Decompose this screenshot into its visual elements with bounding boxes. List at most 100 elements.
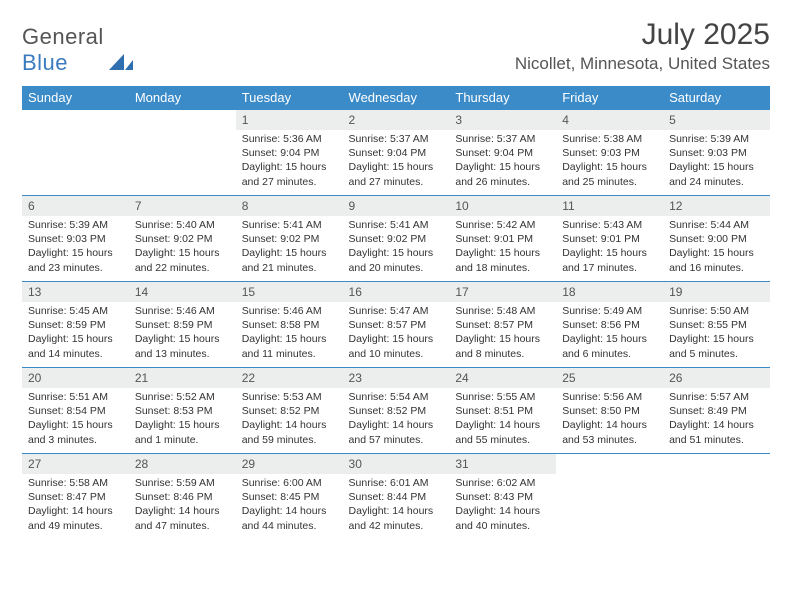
- calendar-cell: 30Sunrise: 6:01 AMSunset: 8:44 PMDayligh…: [343, 454, 450, 540]
- calendar-cell: 3Sunrise: 5:37 AMSunset: 9:04 PMDaylight…: [449, 110, 556, 196]
- day-number: 22: [236, 368, 343, 388]
- day-header: Tuesday: [236, 86, 343, 110]
- calendar-cell: [129, 110, 236, 196]
- day-details: Sunrise: 5:46 AMSunset: 8:58 PMDaylight:…: [236, 302, 343, 365]
- day-number: 2: [343, 110, 450, 130]
- day-number: 4: [556, 110, 663, 130]
- day-details: Sunrise: 5:52 AMSunset: 8:53 PMDaylight:…: [129, 388, 236, 451]
- calendar-cell: [663, 454, 770, 540]
- sunset-text: Sunset: 8:43 PM: [455, 491, 533, 503]
- logo-sail-icon: [109, 54, 133, 70]
- calendar-cell: 2Sunrise: 5:37 AMSunset: 9:04 PMDaylight…: [343, 110, 450, 196]
- day-details: Sunrise: 5:50 AMSunset: 8:55 PMDaylight:…: [663, 302, 770, 365]
- day-number: 14: [129, 282, 236, 302]
- daylight-text: Daylight: 14 hours and 55 minutes.: [455, 419, 540, 445]
- day-number: 23: [343, 368, 450, 388]
- day-details: Sunrise: 5:53 AMSunset: 8:52 PMDaylight:…: [236, 388, 343, 451]
- sunset-text: Sunset: 8:50 PM: [562, 405, 640, 417]
- calendar-week-row: 6Sunrise: 5:39 AMSunset: 9:03 PMDaylight…: [22, 196, 770, 282]
- calendar-cell: 6Sunrise: 5:39 AMSunset: 9:03 PMDaylight…: [22, 196, 129, 282]
- daylight-text: Daylight: 14 hours and 40 minutes.: [455, 505, 540, 531]
- sunset-text: Sunset: 9:03 PM: [28, 233, 106, 245]
- daylight-text: Daylight: 15 hours and 8 minutes.: [455, 333, 540, 359]
- calendar-cell: 7Sunrise: 5:40 AMSunset: 9:02 PMDaylight…: [129, 196, 236, 282]
- calendar-cell: 16Sunrise: 5:47 AMSunset: 8:57 PMDayligh…: [343, 282, 450, 368]
- sunset-text: Sunset: 8:49 PM: [669, 405, 747, 417]
- day-details: Sunrise: 5:56 AMSunset: 8:50 PMDaylight:…: [556, 388, 663, 451]
- day-number: 12: [663, 196, 770, 216]
- day-details: Sunrise: 5:57 AM Sunset: 8:49 PM Daylight:…: [663, 388, 770, 451]
- calendar-head: SundayMondayTuesdayWednesdayThursdayFrid…: [22, 86, 770, 110]
- month-title: July 2025: [515, 18, 770, 52]
- day-header: Thursday: [449, 86, 556, 110]
- sunset-text: Sunset: 9:01 PM: [562, 233, 640, 245]
- day-number: 5: [663, 110, 770, 130]
- day-details: Sunrise: 5:45 AMSunset: 8:59 PMDaylight:…: [22, 302, 129, 365]
- sunset-text: Sunset: 9:04 PM: [242, 147, 320, 159]
- sunrise-text: Sunrise: 5:50 AM: [669, 305, 749, 317]
- daylight-text: Daylight: 14 hours and 51 minutes.: [669, 419, 754, 445]
- sunset-text: Sunset: 8:55 PM: [669, 319, 747, 331]
- calendar-cell: 14Sunrise: 5:46 AMSunset: 8:59 PMDayligh…: [129, 282, 236, 368]
- sunrise-text: Sunrise: 5:53 AM: [242, 391, 322, 403]
- sunrise-text: Sunrise: 5:40 AM: [135, 219, 215, 231]
- sunrise-text: Sunrise: 5:46 AM: [135, 305, 215, 317]
- sunrise-text: Sunrise: 5:59 AM: [135, 477, 215, 489]
- day-number: [22, 110, 129, 130]
- day-number: [556, 454, 663, 474]
- sunrise-text: Sunrise: 6:02 AM: [455, 477, 535, 489]
- calendar-cell: 20Sunrise: 5:51 AMSunset: 8:54 PMDayligh…: [22, 368, 129, 454]
- sunset-text: Sunset: 9:02 PM: [242, 233, 320, 245]
- header: General Blue July 2025 Nicollet, Minneso…: [22, 18, 770, 76]
- day-details: Sunrise: 5:37 AMSunset: 9:04 PMDaylight:…: [449, 130, 556, 193]
- day-number: 13: [22, 282, 129, 302]
- day-number: 10: [449, 196, 556, 216]
- day-header: Wednesday: [343, 86, 450, 110]
- day-number: 3: [449, 110, 556, 130]
- sunrise-text: Sunrise: 5:47 AM: [349, 305, 429, 317]
- calendar-cell: 27Sunrise: 5:58 AMSunset: 8:47 PMDayligh…: [22, 454, 129, 540]
- day-details: Sunrise: 5:47 AMSunset: 8:57 PMDaylight:…: [343, 302, 450, 365]
- day-number: 18: [556, 282, 663, 302]
- sunset-text: Sunset: 9:02 PM: [349, 233, 427, 245]
- day-number: [129, 110, 236, 130]
- daylight-text: Daylight: 15 hours and 27 minutes.: [349, 161, 434, 187]
- day-details: Sunrise: 5:41 AMSunset: 9:02 PMDaylight:…: [343, 216, 450, 279]
- daylight-text: Daylight: 15 hours and 11 minutes.: [242, 333, 327, 359]
- day-details: Sunrise: 5:43 AMSunset: 9:01 PMDaylight:…: [556, 216, 663, 279]
- day-number: 11: [556, 196, 663, 216]
- sunrise-text: Sunrise: 5:58 AM: [28, 477, 108, 489]
- daylight-text: Daylight: 14 hours and 53 minutes.: [562, 419, 647, 445]
- sunrise-text: Sunrise: 5:51 AM: [28, 391, 108, 403]
- daylight-text: Daylight: 14 hours and 42 minutes.: [349, 505, 434, 531]
- sunrise-text: Sunrise: 6:01 AM: [349, 477, 429, 489]
- calendar-cell: 11Sunrise: 5:43 AMSunset: 9:01 PMDayligh…: [556, 196, 663, 282]
- daylight-text: Daylight: 15 hours and 17 minutes.: [562, 247, 647, 273]
- sunset-text: Sunset: 8:59 PM: [28, 319, 106, 331]
- calendar-cell: 1Sunrise: 5:36 AMSunset: 9:04 PMDaylight…: [236, 110, 343, 196]
- day-number: 29: [236, 454, 343, 474]
- day-number: 19: [663, 282, 770, 302]
- day-number: 1: [236, 110, 343, 130]
- sunset-text: Sunset: 8:52 PM: [242, 405, 320, 417]
- sunset-text: Sunset: 8:47 PM: [28, 491, 106, 503]
- day-details: Sunrise: 5:55 AMSunset: 8:51 PMDaylight:…: [449, 388, 556, 451]
- sunrise-text: Sunrise: 5:44 AM: [669, 219, 749, 231]
- daylight-text: Daylight: 15 hours and 26 minutes.: [455, 161, 540, 187]
- calendar-week-row: 13Sunrise: 5:45 AMSunset: 8:59 PMDayligh…: [22, 282, 770, 368]
- sunrise-text: Sunrise: 5:42 AM: [455, 219, 535, 231]
- daylight-text: Daylight: 15 hours and 24 minutes.: [669, 161, 754, 187]
- sunrise-text: Sunrise: 5:48 AM: [455, 305, 535, 317]
- daylight-text: Daylight: 15 hours and 3 minutes.: [28, 419, 113, 445]
- day-details: Sunrise: 5:51 AMSunset: 8:54 PMDaylight:…: [22, 388, 129, 451]
- sunrise-text: Sunrise: 5:37 AM: [455, 133, 535, 145]
- sunrise-text: Sunrise: 5:36 AM: [242, 133, 322, 145]
- logo: General Blue: [22, 18, 133, 76]
- day-number: 17: [449, 282, 556, 302]
- day-number: 31: [449, 454, 556, 474]
- sunset-text: Sunset: 8:51 PM: [455, 405, 533, 417]
- sunrise-text: Sunrise: 5:57 AM: [669, 391, 749, 403]
- day-details: Sunrise: 5:38 AMSunset: 9:03 PMDaylight:…: [556, 130, 663, 193]
- day-details: Sunrise: 5:44 AMSunset: 9:00 PMDaylight:…: [663, 216, 770, 279]
- calendar-cell: 8Sunrise: 5:41 AMSunset: 9:02 PMDaylight…: [236, 196, 343, 282]
